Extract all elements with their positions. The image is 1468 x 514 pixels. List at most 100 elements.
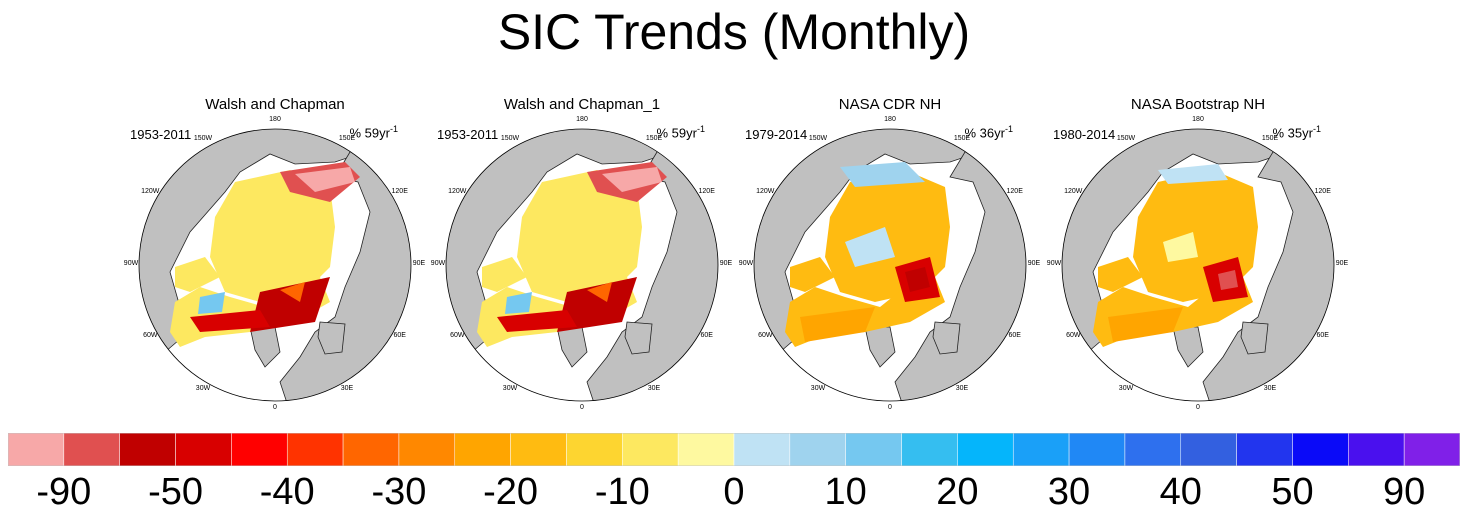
longitude-label: 120W bbox=[141, 188, 160, 195]
panel-trend-unit: % 59yr-1 bbox=[349, 124, 398, 141]
colorbar-swatch bbox=[566, 433, 623, 466]
longitude-label: 120E bbox=[1314, 188, 1331, 195]
map-panel: Walsh and Chapman 1953-2011 % 59yr-1 180 150… bbox=[124, 92, 425, 412]
longitude-label: 0 bbox=[1196, 404, 1200, 411]
longitude-label: 90W bbox=[1046, 260, 1062, 267]
panel-title: NASA Bootstrap NH bbox=[1130, 96, 1266, 113]
longitude-label: 180 bbox=[269, 116, 281, 123]
colorbar-label: -40 bbox=[259, 471, 315, 513]
longitude-label: 90W bbox=[738, 260, 754, 267]
colorbar-swatch bbox=[510, 433, 567, 466]
panel-period: 1979-2014 bbox=[745, 127, 808, 142]
longitude-label: 60W bbox=[143, 332, 158, 339]
panel-period: 1953-2011 bbox=[437, 127, 499, 142]
longitude-label: 150W bbox=[500, 135, 520, 143]
panel-title: Walsh and Chapman bbox=[205, 96, 345, 113]
map-panel: Walsh and Chapman_1 1953-2011 % 59yr-1 180 1… bbox=[431, 92, 732, 412]
colorbar-swatch bbox=[454, 433, 511, 466]
colorbar-swatch bbox=[286, 433, 344, 466]
colorbar-swatch bbox=[1012, 433, 1070, 466]
polar-map bbox=[753, 128, 1027, 402]
longitude-label: 60W bbox=[758, 332, 773, 339]
longitude-label: 120E bbox=[391, 188, 408, 195]
figure-title: SIC Trends (Monthly) bbox=[497, 4, 971, 60]
panel-trend-unit: % 59yr-1 bbox=[656, 124, 705, 141]
longitude-label: 30W bbox=[195, 384, 211, 392]
panel-title: Walsh and Chapman_1 bbox=[503, 96, 661, 113]
colorbar-label: 40 bbox=[1159, 471, 1202, 513]
longitude-label: 150W bbox=[808, 135, 828, 143]
panel-period: 1980-2014 bbox=[1053, 127, 1116, 142]
longitude-label: 180 bbox=[576, 116, 588, 123]
longitude-label: 30E bbox=[1263, 384, 1277, 392]
colorbar-label: -30 bbox=[371, 471, 427, 513]
longitude-label: 30W bbox=[1118, 384, 1134, 392]
longitude-label: 30E bbox=[955, 384, 969, 392]
colorbar-swatch bbox=[119, 433, 176, 466]
longitude-label: 0 bbox=[580, 404, 584, 411]
longitude-label: 150E bbox=[1261, 135, 1279, 143]
longitude-label: 60W bbox=[450, 332, 465, 339]
map-panel: NASA CDR NH 1979-2014 % 36yr-1 180 150E 120E 9… bbox=[739, 92, 1040, 412]
colorbar-label: 30 bbox=[1047, 471, 1091, 513]
colorbar-swatch bbox=[231, 433, 288, 466]
longitude-label: 90W bbox=[123, 260, 139, 267]
colorbar-swatch bbox=[1292, 433, 1349, 466]
longitude-label: 120W bbox=[448, 188, 467, 195]
longitude-label: 180 bbox=[884, 116, 896, 123]
colorbar-swatch bbox=[845, 433, 902, 466]
colorbar-swatch bbox=[1236, 433, 1293, 466]
longitude-label: 60E bbox=[700, 332, 713, 339]
colorbar-swatch bbox=[789, 433, 846, 466]
colorbar-swatch bbox=[622, 433, 679, 466]
longitude-label: 120W bbox=[756, 188, 775, 195]
polar-map bbox=[1061, 128, 1335, 402]
map-panel: NASA Bootstrap NH 1980-2014 % 35yr-1 180 150… bbox=[1047, 92, 1348, 412]
longitude-label: 120E bbox=[1006, 188, 1023, 195]
colorbar-label: 90 bbox=[1383, 471, 1426, 513]
colorbar-swatch bbox=[63, 433, 120, 466]
longitude-label: 30W bbox=[502, 384, 518, 392]
longitude-label: 60E bbox=[393, 332, 406, 339]
longitude-label: 120W bbox=[1064, 188, 1083, 195]
longitude-label: 150W bbox=[193, 135, 213, 143]
colorbar-swatch bbox=[677, 433, 735, 466]
longitude-label: 60W bbox=[1066, 332, 1081, 339]
longitude-label: 30E bbox=[647, 384, 661, 392]
colorbar-swatch bbox=[733, 433, 791, 466]
colorbar bbox=[8, 433, 1460, 466]
longitude-label: 60E bbox=[1008, 332, 1021, 339]
longitude-label: 120E bbox=[698, 188, 715, 195]
colorbar-swatch bbox=[175, 433, 232, 466]
longitude-label: 90E bbox=[412, 260, 426, 267]
colorbar-swatch bbox=[1180, 433, 1237, 466]
colorbar-label: 0 bbox=[723, 471, 745, 513]
colorbar-label: 20 bbox=[936, 471, 979, 513]
colorbar-label: -50 bbox=[148, 471, 203, 513]
longitude-label: 150E bbox=[338, 135, 356, 143]
longitude-label: 90E bbox=[719, 260, 733, 267]
longitude-label: 30E bbox=[340, 384, 354, 392]
panel-trend-unit: % 35yr-1 bbox=[1272, 124, 1321, 141]
longitude-label: 90W bbox=[430, 260, 446, 267]
colorbar-label: 50 bbox=[1271, 471, 1314, 513]
panel-title: NASA CDR NH bbox=[838, 96, 942, 113]
longitude-label: 60E bbox=[1316, 332, 1329, 339]
colorbar-swatch bbox=[1348, 433, 1405, 466]
longitude-label: 90E bbox=[1027, 260, 1041, 267]
colorbar-swatch bbox=[1068, 433, 1126, 466]
longitude-label: 150W bbox=[1116, 135, 1136, 143]
polar-map bbox=[445, 128, 719, 402]
longitude-label: 150E bbox=[645, 135, 663, 143]
longitude-label: 180 bbox=[1192, 116, 1204, 123]
colorbar-swatch bbox=[342, 433, 400, 466]
colorbar-swatch bbox=[1124, 433, 1182, 466]
colorbar-label: -20 bbox=[483, 471, 539, 513]
colorbar-label: -10 bbox=[594, 471, 650, 513]
colorbar-swatch bbox=[901, 433, 958, 466]
longitude-label: 90E bbox=[1335, 260, 1349, 267]
longitude-label: 0 bbox=[888, 404, 892, 411]
polar-map bbox=[138, 128, 412, 402]
colorbar-label: 10 bbox=[824, 471, 867, 513]
colorbar-label: -90 bbox=[36, 471, 92, 513]
